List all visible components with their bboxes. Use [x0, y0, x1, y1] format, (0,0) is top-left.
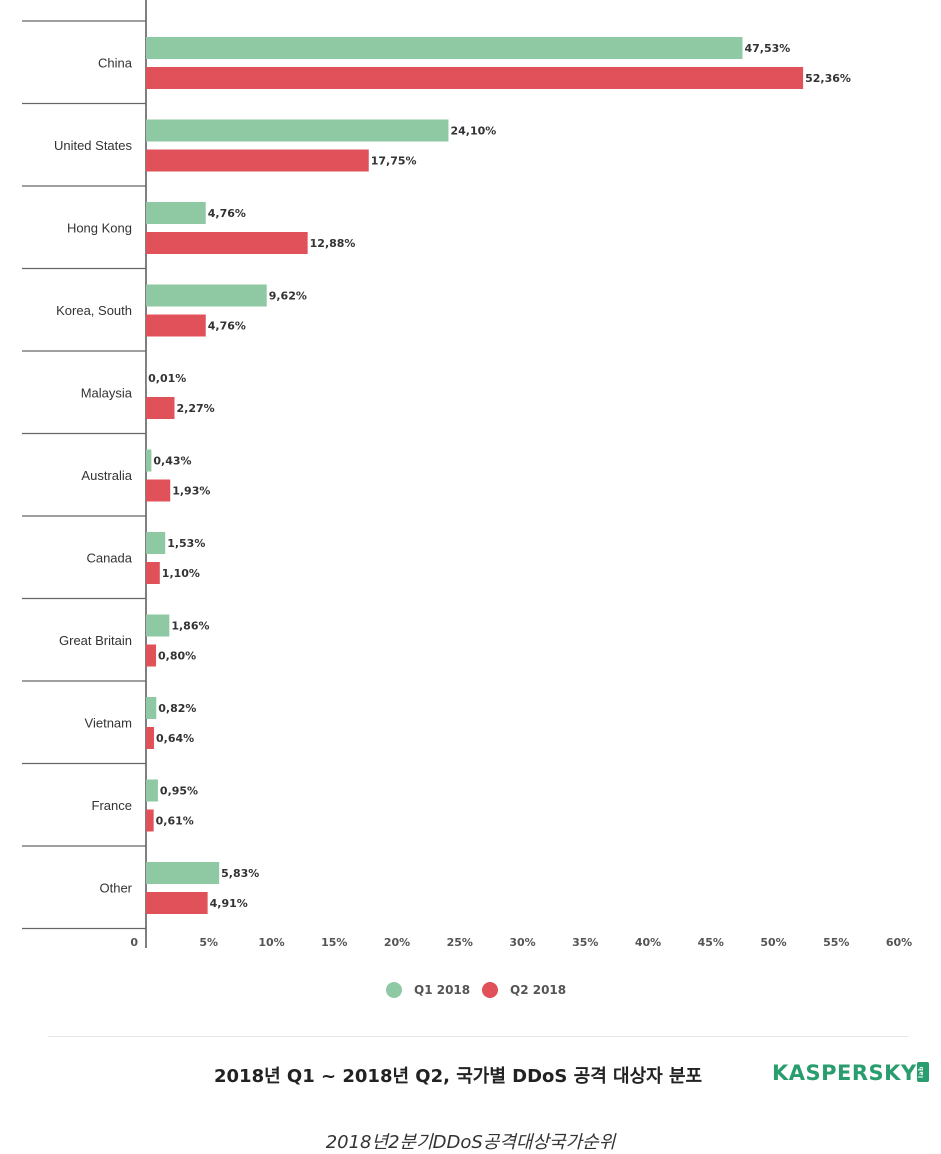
- category-label: Other: [99, 880, 132, 895]
- legend-label: Q2 2018: [510, 983, 566, 997]
- category-label: Hong Kong: [67, 220, 132, 235]
- data-label: 0,64%: [156, 732, 194, 745]
- bar-q1: [146, 120, 448, 142]
- category-label: France: [92, 798, 132, 813]
- bar-q2: [146, 562, 160, 584]
- data-label: 0,80%: [158, 650, 196, 663]
- x-tick-label: 25%: [447, 936, 473, 949]
- category-label: Vietnam: [85, 715, 132, 730]
- data-label: 1,86%: [171, 620, 209, 633]
- data-label: 17,75%: [371, 155, 417, 168]
- bar-q2: [146, 150, 369, 172]
- legend-swatch-q1: [386, 982, 402, 998]
- x-tick-label: 45%: [698, 936, 724, 949]
- x-tick-label: 5%: [199, 936, 218, 949]
- x-tick-label: 40%: [635, 936, 661, 949]
- data-label: 1,53%: [167, 537, 205, 550]
- data-label: 9,62%: [269, 290, 307, 303]
- data-label: 12,88%: [310, 237, 356, 250]
- chart-footer-title: 2018년 Q1 ~ 2018년 Q2, 국가별 DDoS 공격 대상자 분포: [214, 1062, 702, 1088]
- legend-label: Q1 2018: [414, 983, 470, 997]
- x-tick-label: 20%: [384, 936, 410, 949]
- x-tick-label: 60%: [886, 936, 912, 949]
- category-label: Korea, South: [56, 303, 132, 318]
- data-label: 0,95%: [160, 785, 198, 798]
- data-label: 4,76%: [208, 320, 246, 333]
- data-label: 2,27%: [176, 402, 214, 415]
- bar-q2: [146, 67, 803, 89]
- category-labels: China United States Hong Kong Korea, South M…: [54, 55, 133, 895]
- bar-q2: [146, 397, 174, 419]
- x-tick-label: 0: [130, 936, 138, 949]
- bar-q1: [146, 615, 169, 637]
- logo-badge-icon: lab: [917, 1060, 929, 1082]
- bar-chart: China United States Hong Kong Korea, South M…: [0, 0, 941, 1030]
- bar-q2: [146, 892, 208, 914]
- data-label: 5,83%: [221, 867, 259, 880]
- footer-divider: [48, 1036, 908, 1037]
- category-label: Great Britain: [59, 633, 132, 648]
- data-label: 52,36%: [805, 72, 851, 85]
- legend-swatch-q2: [482, 982, 498, 998]
- x-tick-label: 55%: [823, 936, 849, 949]
- bar-q1: [146, 202, 206, 224]
- logo-text: KASPERSKY: [772, 1061, 917, 1085]
- data-label: 4,76%: [208, 207, 246, 220]
- category-label: Malaysia: [81, 385, 133, 400]
- bar-q2: [146, 480, 170, 502]
- data-label: 4,91%: [210, 897, 248, 910]
- bar-q2: [146, 232, 308, 254]
- x-tick-label: 35%: [572, 936, 598, 949]
- x-axis-ticks: 0 5% 10% 15% 20% 25% 30% 35% 40% 45% 50% 55% 60%: [130, 936, 912, 949]
- data-label: 47,53%: [745, 42, 791, 55]
- bar-q2: [146, 727, 154, 749]
- category-label: United States: [54, 138, 133, 153]
- bar-q1: [146, 450, 151, 472]
- category-label: Canada: [86, 550, 132, 565]
- bar-q1: [146, 697, 156, 719]
- bar-q1: [146, 285, 267, 307]
- x-tick-label: 50%: [760, 936, 786, 949]
- bar-q2: [146, 645, 156, 667]
- x-tick-label: 30%: [509, 936, 535, 949]
- data-label: 1,93%: [172, 485, 210, 498]
- data-label: 0,61%: [156, 815, 194, 828]
- bar-q2: [146, 810, 154, 832]
- bar-q1: [146, 862, 219, 884]
- legend: Q1 2018 Q2 2018: [386, 982, 566, 998]
- svg-text:lab: lab: [918, 1066, 925, 1078]
- bar-q2: [146, 315, 206, 337]
- bar-q1: [146, 37, 743, 59]
- bar-q1: [146, 532, 165, 554]
- data-label: 1,10%: [162, 567, 200, 580]
- category-label: China: [98, 55, 133, 70]
- category-label: Australia: [81, 468, 132, 483]
- chart-bars: [146, 37, 803, 914]
- data-label: 24,10%: [450, 125, 496, 138]
- data-label: 0,82%: [158, 702, 196, 715]
- x-tick-label: 10%: [258, 936, 284, 949]
- value-labels: 47,53% 52,36% 24,10% 17,75% 4,76% 12,88% 9,62%…: [148, 42, 851, 910]
- data-label: 0,01%: [148, 372, 186, 385]
- image-caption: 2018년2분기DDoS공격대상국가순위: [0, 1128, 941, 1154]
- data-label: 0,43%: [153, 455, 191, 468]
- x-tick-label: 15%: [321, 936, 347, 949]
- bar-q1: [146, 780, 158, 802]
